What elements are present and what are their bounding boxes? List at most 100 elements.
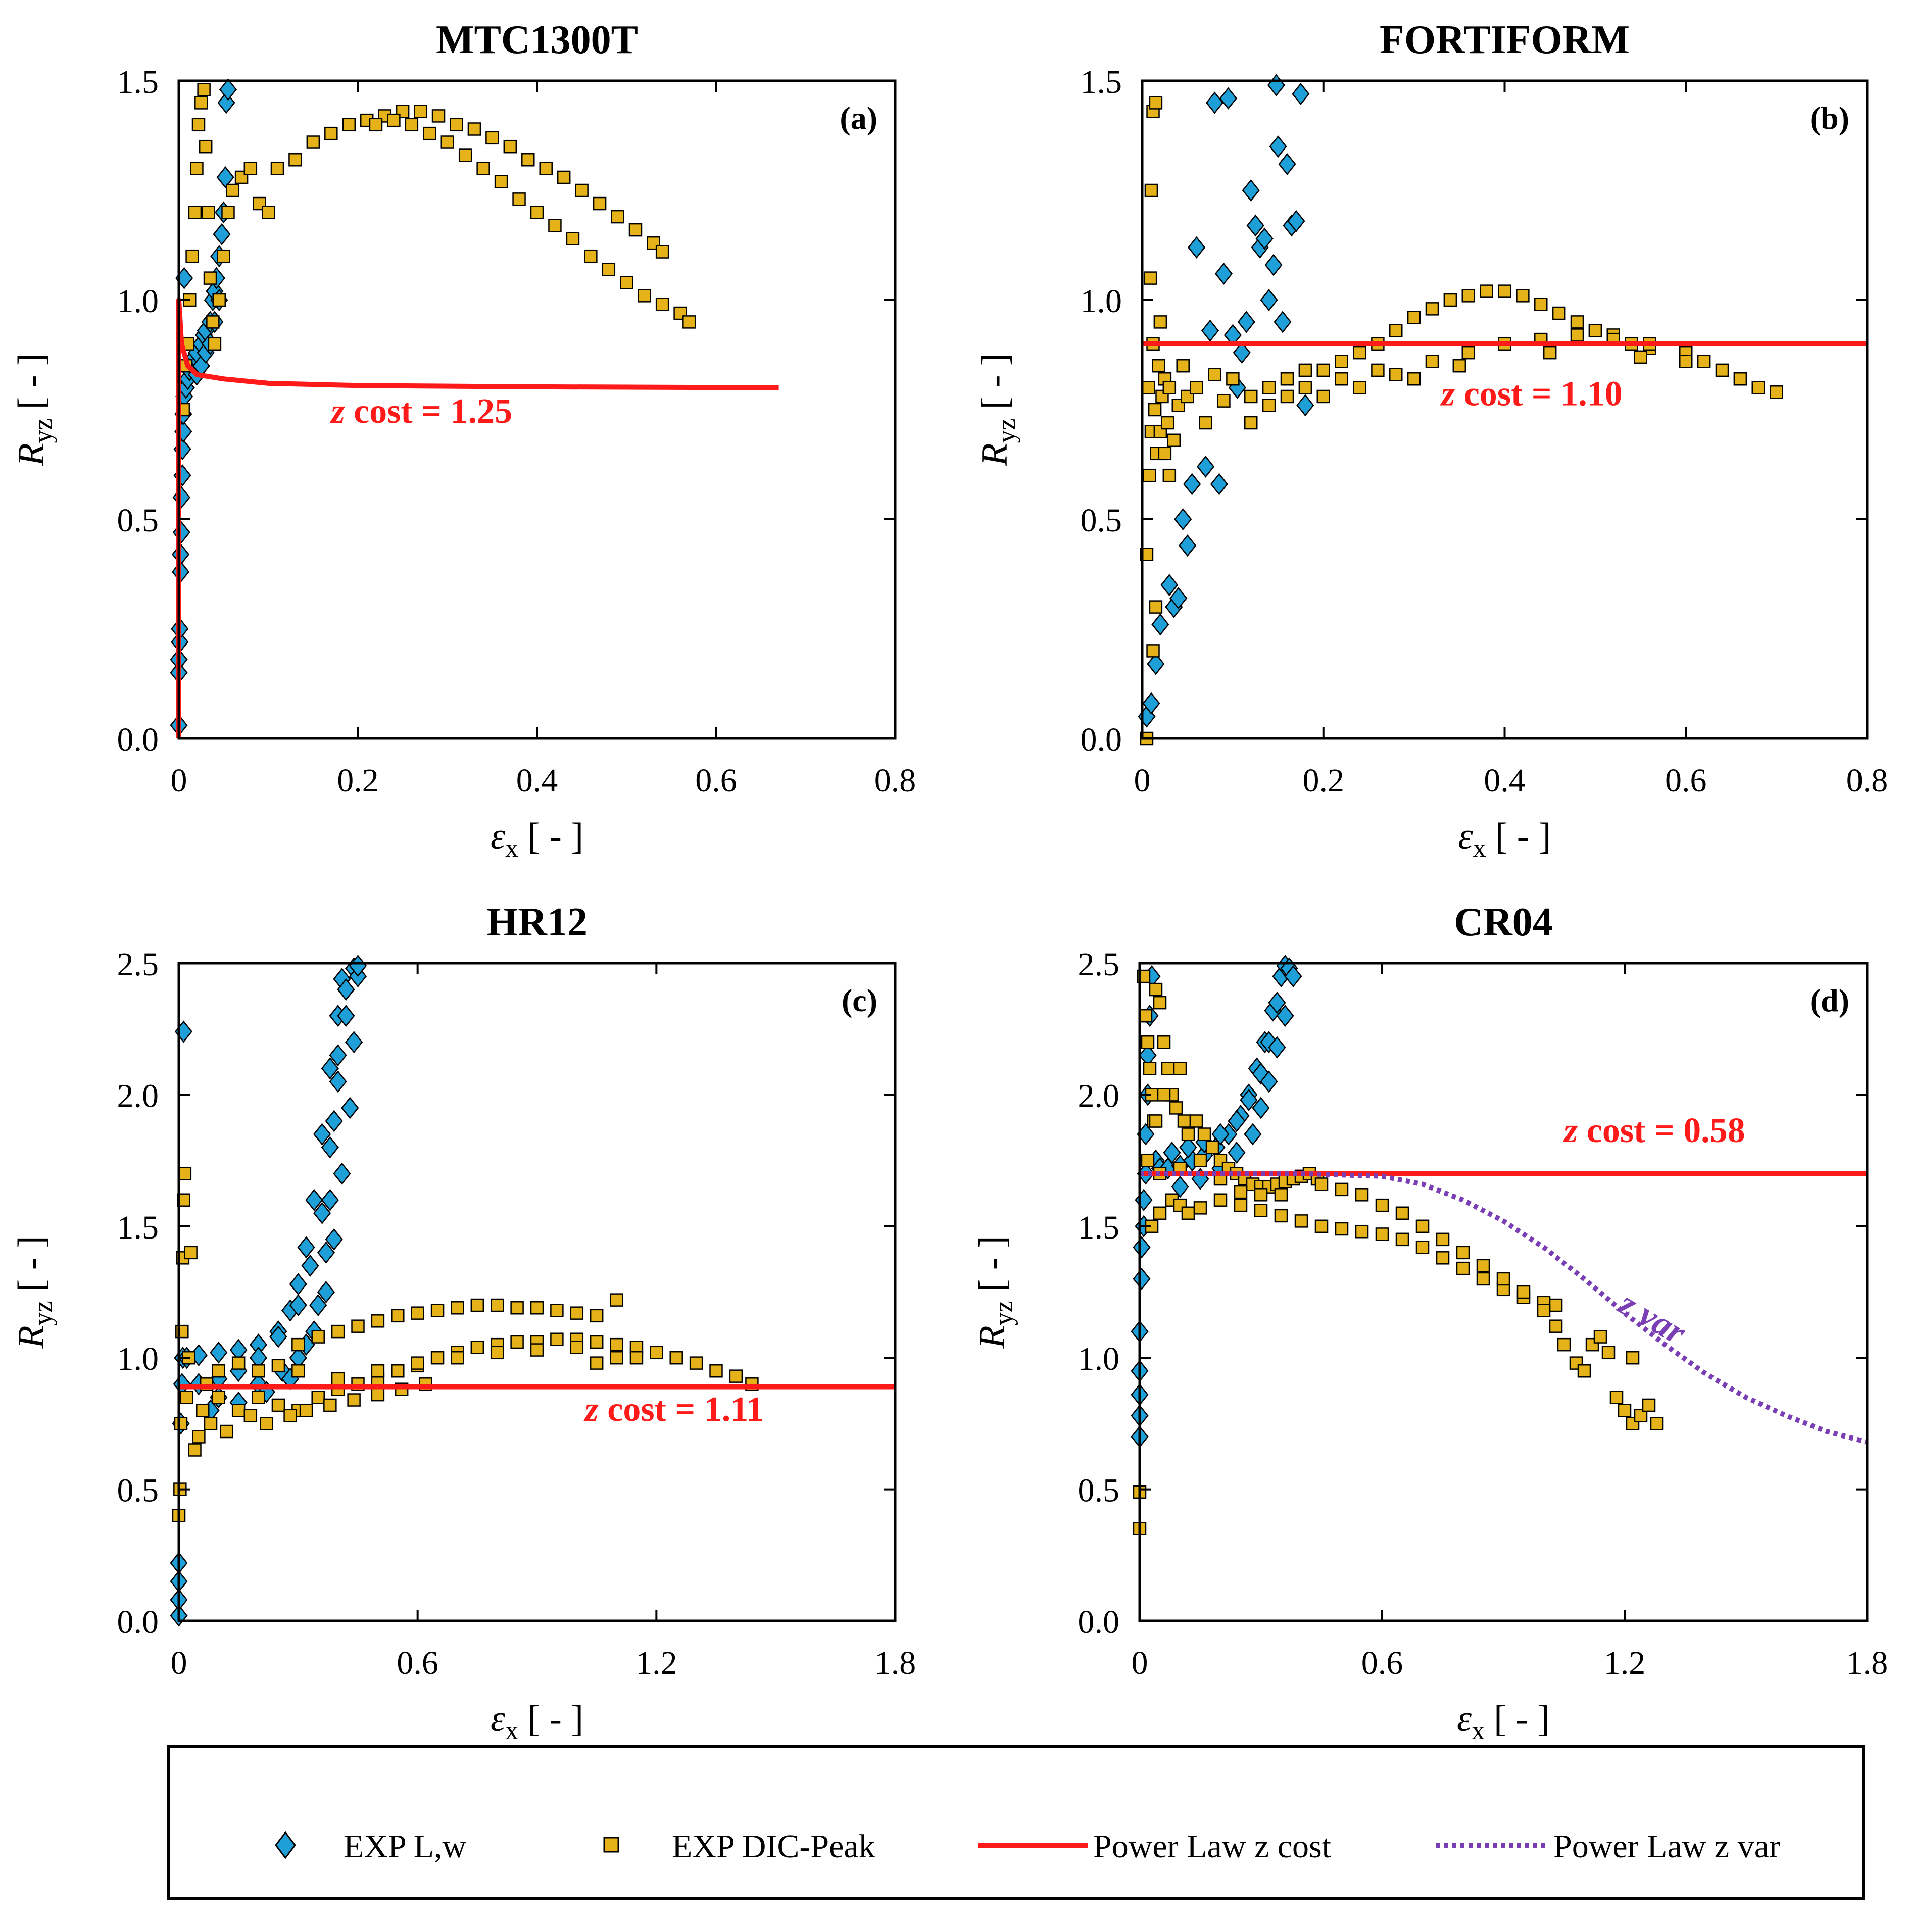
point-dic bbox=[192, 1430, 206, 1444]
point-dic bbox=[1144, 183, 1158, 197]
point-lw bbox=[1188, 236, 1206, 259]
point-lw bbox=[1219, 87, 1238, 110]
x-tick-label: 1.8 bbox=[874, 1645, 916, 1681]
point-dic bbox=[1476, 1259, 1490, 1273]
point-dic bbox=[1197, 1127, 1211, 1141]
x-axis-symbol: ε bbox=[1457, 1698, 1472, 1740]
x-axis-subscript: x bbox=[1472, 1716, 1485, 1745]
y-tick-label: 1.0 bbox=[117, 283, 159, 320]
point-dic bbox=[1294, 1214, 1308, 1228]
y-axis-symbol: R bbox=[11, 1325, 52, 1349]
point-dic bbox=[490, 1346, 504, 1360]
point-dic bbox=[291, 1364, 305, 1378]
point-dic bbox=[1552, 306, 1566, 320]
point-dic bbox=[1153, 996, 1167, 1010]
point-dic bbox=[331, 1372, 345, 1386]
panel-b: FORTIFORM 0 0.2 0.4 0.6 0.8 0.0 0.5 1.0 1.5 εx [ - … bbox=[974, 18, 1888, 863]
point-dic bbox=[231, 1404, 246, 1417]
point-dic bbox=[494, 175, 508, 188]
y-tick-label: 0.5 bbox=[117, 502, 159, 539]
point-dic bbox=[1298, 363, 1312, 377]
point-dic bbox=[1226, 372, 1240, 386]
point-dic bbox=[1153, 315, 1167, 329]
point-lw bbox=[1142, 692, 1160, 715]
data-layer bbox=[170, 955, 895, 1627]
point-dic bbox=[1375, 1227, 1389, 1241]
point-dic bbox=[620, 276, 633, 289]
point-dic bbox=[1213, 1193, 1228, 1207]
point-dic bbox=[1316, 363, 1330, 377]
point-dic bbox=[194, 96, 208, 110]
point-dic bbox=[342, 118, 356, 132]
point-lw bbox=[1244, 1123, 1262, 1146]
point-dic bbox=[1254, 1204, 1268, 1217]
point-lw bbox=[1151, 613, 1169, 636]
point-dic bbox=[1389, 368, 1403, 381]
point-dic bbox=[347, 1393, 361, 1407]
point-dic bbox=[1496, 1272, 1510, 1286]
series-exp-dic-peak bbox=[176, 83, 696, 417]
legend-zvar-label: Power Law z var bbox=[1553, 1828, 1780, 1865]
point-dic bbox=[1715, 363, 1729, 377]
point-lw bbox=[333, 1162, 351, 1185]
point-lw bbox=[301, 1254, 319, 1277]
y-tick-label: 2.0 bbox=[1078, 1077, 1120, 1114]
point-dic bbox=[1193, 1201, 1207, 1215]
point-dic bbox=[570, 1341, 584, 1354]
point-dic bbox=[1634, 350, 1647, 364]
point-dic bbox=[1143, 1062, 1157, 1075]
point-lw bbox=[1210, 473, 1229, 496]
point-dic bbox=[1407, 311, 1421, 324]
y-tick-label: 1.5 bbox=[1081, 64, 1122, 101]
point-dic bbox=[1167, 433, 1181, 448]
point-dic bbox=[371, 1388, 385, 1402]
x-axis-label: εx [ - ] bbox=[491, 816, 583, 863]
point-dic bbox=[212, 1391, 226, 1404]
point-dic bbox=[1626, 1351, 1640, 1365]
y-tick-label: 2.5 bbox=[1078, 946, 1120, 983]
point-lw bbox=[1147, 653, 1165, 675]
y-axis-label: Ryz [ - ] bbox=[971, 1235, 1018, 1349]
point-dic bbox=[270, 162, 284, 175]
y-axis-symbol: R bbox=[974, 443, 1015, 466]
data-layer bbox=[170, 78, 779, 738]
point-dic bbox=[1205, 1141, 1219, 1154]
point-dic bbox=[1516, 1285, 1531, 1299]
point-lw bbox=[321, 1057, 339, 1080]
point-dic bbox=[548, 219, 562, 232]
x-axis-label: εx [ - ] bbox=[1458, 816, 1551, 863]
point-dic bbox=[1254, 1188, 1268, 1202]
point-dic bbox=[430, 1304, 445, 1317]
point-dic bbox=[414, 105, 427, 119]
point-lw bbox=[1133, 1267, 1151, 1290]
point-lw bbox=[1205, 91, 1224, 114]
y-axis-unit: [ - ] bbox=[11, 1235, 52, 1292]
line-zcost bbox=[176, 298, 779, 738]
annotation-z: z bbox=[330, 392, 345, 431]
plot-area-a: MTC1300T 0 0.2 0.4 0.6 0.8 0.0 0.5 1.0 1.5 εx [ - ]… bbox=[11, 18, 916, 863]
x-axis-unit: [ - ] bbox=[527, 1698, 583, 1740]
point-dic bbox=[1650, 1417, 1664, 1430]
x-axis-label: εx [ - ] bbox=[491, 1698, 583, 1745]
legend-item-lw: EXP L,w bbox=[275, 1828, 467, 1865]
x-tick-label: 0.2 bbox=[337, 762, 379, 799]
point-lw bbox=[1233, 341, 1251, 364]
point-dic bbox=[1436, 1232, 1450, 1247]
point-dic bbox=[1143, 271, 1157, 285]
point-lw bbox=[1163, 1141, 1181, 1164]
point-lw bbox=[1252, 1097, 1270, 1119]
point-lw bbox=[1269, 135, 1287, 158]
axis-ticks: 0 0.2 0.4 0.6 0.8 0.0 0.5 1.0 1.5 bbox=[1081, 64, 1888, 799]
point-dic bbox=[1436, 1251, 1450, 1265]
panel-label: (d) bbox=[1810, 982, 1849, 1018]
legend-frame bbox=[167, 1745, 1865, 1900]
annotation-zcost: z cost = 0.58 bbox=[1563, 1111, 1745, 1150]
point-dic bbox=[1153, 1206, 1167, 1220]
point-dic bbox=[689, 1356, 703, 1370]
point-lw bbox=[1240, 1088, 1258, 1111]
point-dic bbox=[271, 1398, 285, 1412]
point-dic bbox=[1570, 328, 1584, 342]
x-tick-label: 0.2 bbox=[1303, 762, 1345, 799]
point-lw bbox=[313, 1202, 331, 1224]
point-dic bbox=[212, 293, 226, 307]
